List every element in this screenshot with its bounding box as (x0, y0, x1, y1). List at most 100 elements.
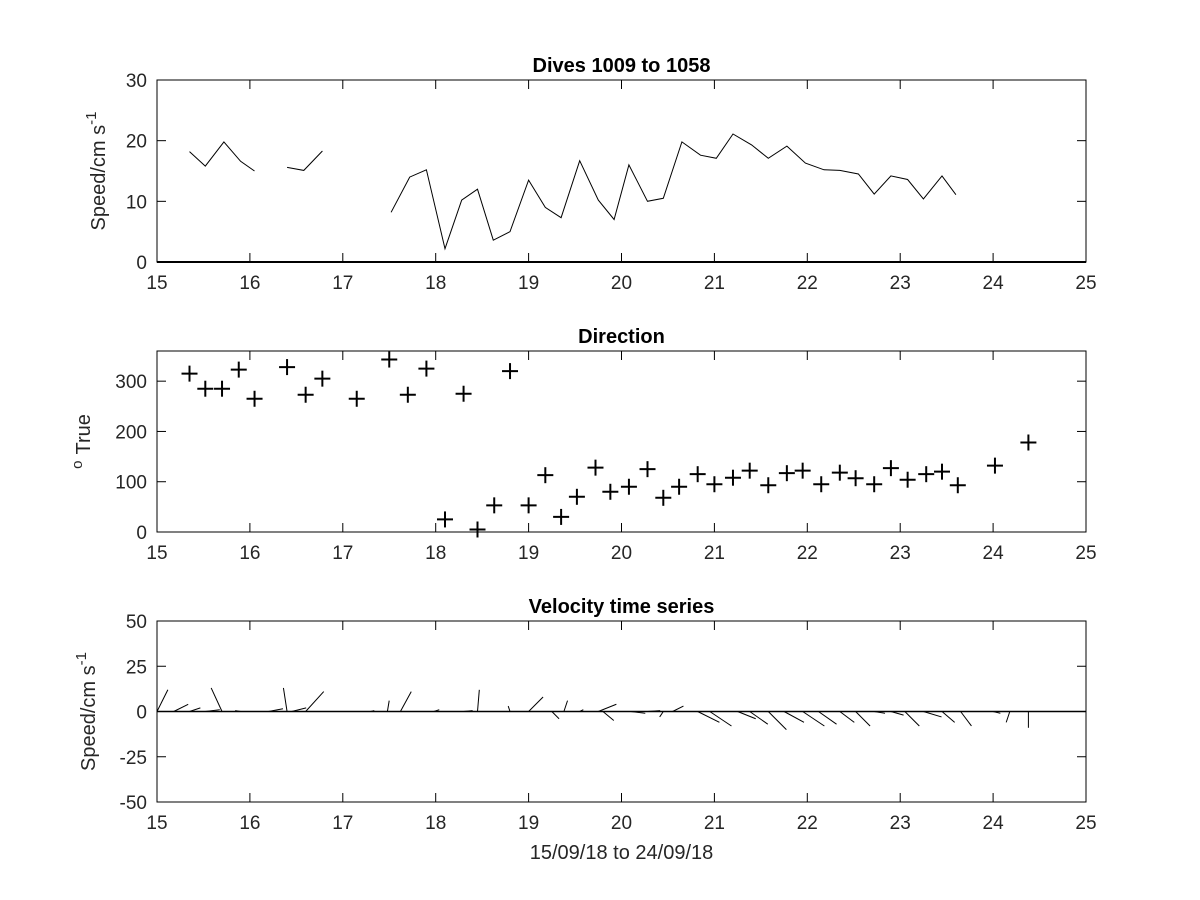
velocity-stick (598, 703, 617, 712)
velocity-stick (890, 711, 904, 716)
chart-title: Dives 1009 to 1058 (533, 55, 711, 77)
direction-point (246, 390, 263, 407)
velocity-stick (370, 710, 375, 712)
x-tick-label: 19 (518, 543, 539, 564)
x-tick-label: 19 (518, 273, 539, 294)
velocity-stick (659, 711, 664, 718)
velocity-stick (563, 700, 568, 712)
direction-point (620, 478, 637, 495)
x-tick-label: 17 (332, 273, 353, 294)
direction-point (502, 363, 519, 380)
direction-point (639, 461, 656, 478)
direction-point (348, 390, 365, 407)
velocity-stick (874, 711, 886, 714)
direction-point (297, 386, 314, 403)
x-tick-label: 22 (797, 813, 818, 834)
velocity-stick (173, 703, 189, 712)
y-tick-label: 0 (136, 253, 147, 274)
velocity-stick (749, 711, 769, 725)
velocity-stick (282, 687, 288, 712)
chart-title: Velocity time series (529, 596, 715, 618)
y-axis-label: o True (69, 414, 95, 469)
x-tick-label: 25 (1075, 813, 1096, 834)
velocity-stick (528, 696, 544, 712)
direction-point (986, 457, 1003, 474)
direction-point (724, 469, 741, 486)
velocity-stick (291, 707, 307, 712)
y-axis-label-text: True (73, 414, 95, 454)
direction-point (866, 476, 883, 493)
axes-1: Dives 1009 to 1058 15 16 17 18 19 20 21 22 23 24 25… (83, 55, 1097, 294)
velocity-stick (697, 711, 720, 723)
y-axis-label-text: Speed/cm s (88, 125, 110, 231)
direction-point (949, 477, 966, 494)
direction-point (813, 476, 830, 493)
direction-point (553, 508, 570, 525)
velocity-stick (818, 711, 837, 725)
direction-point (847, 470, 864, 487)
y-axis-label: Speed/cm s-1 (73, 652, 100, 771)
y-tick-label: -50 (120, 793, 147, 814)
x-tick-label: 16 (239, 273, 260, 294)
direction-point (537, 467, 554, 484)
y-axis-label-text: Speed/cm s (78, 665, 100, 771)
direction-point (706, 476, 723, 493)
x-tick-label: 15 (146, 543, 167, 564)
direction-point (314, 370, 331, 387)
y-tick-label: 0 (136, 703, 147, 724)
chart-title: Direction (578, 326, 665, 348)
direction-point (214, 380, 231, 397)
x-tick-label: 21 (704, 273, 725, 294)
plot-frame (156, 350, 1087, 533)
velocity-stick (737, 711, 756, 720)
x-tick-label: 16 (239, 813, 260, 834)
direction-point (381, 351, 398, 368)
y-tick-label: 0 (136, 523, 147, 544)
velocity-stick (647, 710, 661, 712)
direction-point (399, 386, 416, 403)
x-tick-label: 18 (425, 273, 446, 294)
direction-point (671, 478, 688, 495)
direction-point (469, 521, 486, 538)
direction-point (760, 477, 777, 494)
direction-point (486, 497, 503, 514)
speed-line-segment (390, 133, 957, 251)
y-axis-label-sup: o (69, 461, 86, 469)
x-tick-label: 17 (332, 813, 353, 834)
x-axis-label: 15/09/18 to 24/09/18 (530, 842, 714, 864)
direction-point (587, 459, 604, 476)
velocity-stick (630, 711, 646, 714)
x-tick-label: 17 (332, 543, 353, 564)
axes-2: Direction 15 16 17 18 19 20 21 22 23 24 25 0 100 200 30… (69, 326, 1097, 564)
direction-point (181, 365, 198, 382)
velocity-stick (992, 711, 1001, 714)
velocity-stick (904, 711, 920, 727)
velocity-stick (602, 711, 615, 721)
y-tick-label: 20 (126, 132, 147, 153)
x-tick-label: 22 (797, 273, 818, 294)
direction-point (899, 471, 916, 488)
x-tick-label: 21 (704, 543, 725, 564)
axes-3: Velocity time series 15 16 17 18 19 20 21 22 23 24… (73, 596, 1097, 864)
direction-point (568, 488, 585, 505)
y-tick-label: 10 (126, 192, 147, 213)
x-tick-label: 22 (797, 543, 818, 564)
velocity-stick (1005, 711, 1011, 723)
x-tick-label: 20 (611, 543, 632, 564)
velocity-stick (783, 711, 805, 723)
speed-line-segment (189, 141, 255, 172)
direction-point (520, 497, 537, 514)
x-tick-label: 15 (146, 273, 167, 294)
y-tick-label: 50 (126, 612, 147, 633)
velocity-stick (839, 711, 855, 723)
velocity-stick (507, 705, 511, 712)
velocity-stick (433, 709, 440, 712)
x-tick-label: 23 (890, 813, 911, 834)
x-tick-label: 19 (518, 813, 539, 834)
direction-point (279, 359, 296, 376)
velocity-stick (477, 689, 480, 712)
velocity-stick (386, 700, 390, 712)
velocity-stick (960, 711, 972, 727)
direction-point (197, 380, 214, 397)
